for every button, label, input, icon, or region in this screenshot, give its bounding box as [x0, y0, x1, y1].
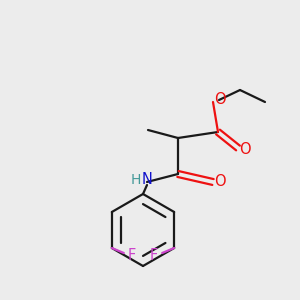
Text: H: H	[131, 173, 141, 187]
Text: F: F	[128, 248, 136, 262]
Text: O: O	[214, 92, 226, 106]
Text: O: O	[239, 142, 251, 157]
Text: N: N	[142, 172, 152, 188]
Text: F: F	[150, 248, 158, 262]
Text: O: O	[214, 175, 226, 190]
